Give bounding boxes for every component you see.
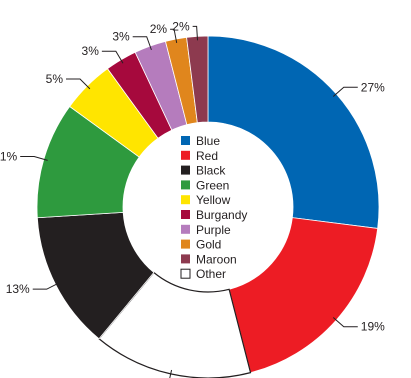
legend-item-burgandy: Burgandy	[181, 208, 247, 222]
slices-group	[36, 35, 380, 378]
legend-item-purple: Purple	[181, 223, 231, 237]
legend-swatch-black	[181, 165, 190, 175]
legend-swatch-burgandy	[181, 210, 190, 219]
percent-label-burgandy: 3%	[82, 44, 100, 58]
legend-item-gold: Gold	[181, 238, 221, 252]
legend-label-gold: Gold	[196, 238, 221, 252]
legend-swatch-maroon	[181, 254, 190, 264]
legend-item-red: Red	[181, 149, 218, 163]
legend-swatch-purple	[181, 224, 190, 234]
percent-label-purple: 3%	[112, 30, 130, 44]
legend: BlueRedBlackGreenYellowBurgandyPurpleGol…	[180, 134, 247, 281]
percent-label-maroon: 2%	[172, 19, 190, 33]
legend-item-yellow: Yellow	[181, 193, 231, 207]
percent-label-other: 15%	[137, 377, 161, 378]
legend-swatch-blue	[181, 136, 190, 145]
legend-item-maroon: Maroon	[181, 252, 237, 266]
legend-swatch-green	[181, 180, 190, 190]
legend-label-maroon: Maroon	[196, 252, 237, 266]
leader-line-green	[20, 156, 48, 161]
legend-item-black: Black	[181, 164, 226, 178]
percent-label-yellow: 5%	[46, 72, 64, 86]
legend-label-black: Black	[196, 164, 226, 178]
percent-label-blue: 27%	[361, 80, 385, 94]
leader-line-blue	[332, 86, 358, 97]
legend-item-blue: Blue	[181, 134, 220, 148]
slice-blue	[207, 35, 380, 229]
legend-label-yellow: Yellow	[196, 193, 231, 207]
legend-label-purple: Purple	[196, 223, 231, 237]
leader-line-burgandy	[101, 50, 124, 64]
leader-line-other	[169, 369, 173, 378]
leader-line-red	[332, 317, 358, 328]
leader-line-gold	[170, 28, 178, 44]
legend-label-blue: Blue	[196, 134, 220, 148]
percent-label-green: 11%	[0, 150, 18, 164]
leader-lines-group	[20, 25, 358, 378]
legend-swatch-other	[180, 268, 191, 279]
slice-maroon	[186, 35, 209, 124]
legend-label-burgandy: Burgandy	[196, 208, 247, 222]
legend-swatch-red	[181, 150, 190, 160]
legend-swatch-yellow	[181, 195, 190, 205]
legend-label-red: Red	[196, 149, 218, 163]
percent-label-black: 13%	[6, 282, 30, 296]
legend-label-other: Other	[196, 267, 226, 281]
leader-line-yellow	[66, 78, 91, 90]
leader-line-purple	[132, 36, 152, 51]
percent-label-gold: 2%	[150, 22, 168, 36]
percent-labels-group: 27% 19% 15% 13% 11% 5% 3% 3% 2% 2%	[0, 19, 385, 378]
legend-swatch-gold	[181, 239, 190, 249]
leader-line-maroon	[192, 25, 199, 41]
percent-label-red: 19%	[361, 320, 385, 334]
legend-item-green: Green	[181, 178, 229, 192]
legend-item-other: Other	[180, 267, 226, 281]
legend-label-green: Green	[196, 178, 229, 192]
leader-line-black	[32, 282, 60, 290]
slice-red	[228, 217, 379, 374]
